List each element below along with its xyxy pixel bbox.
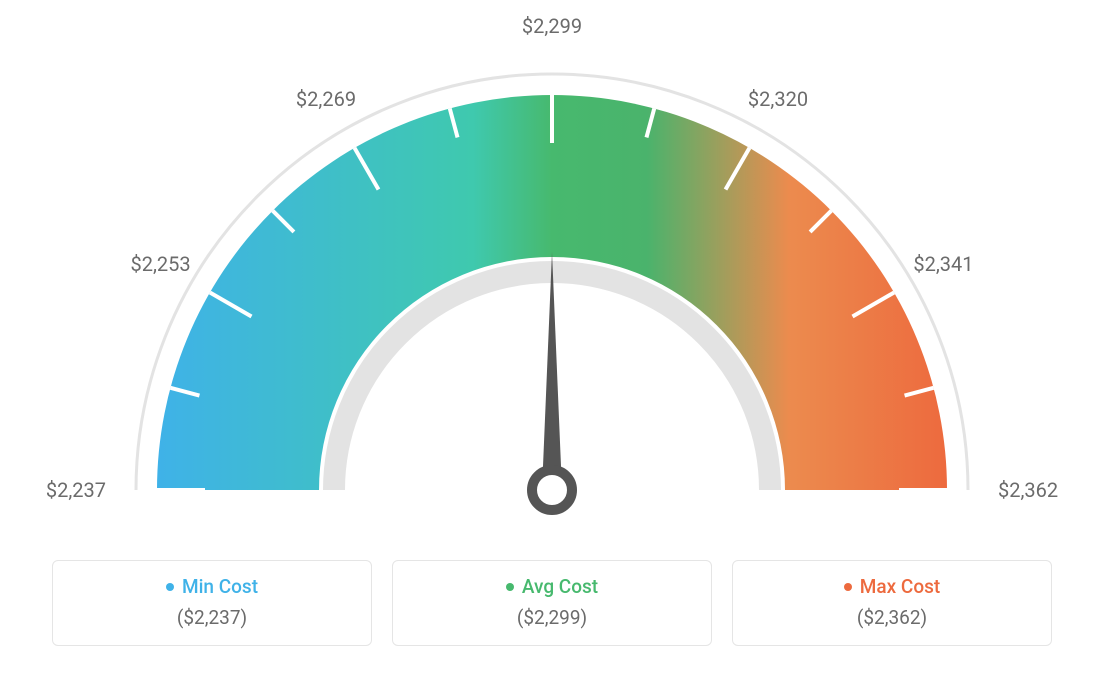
- gauge-tick-label: $2,299: [522, 14, 582, 38]
- max-cost-card: Max Cost ($2,362): [732, 560, 1052, 646]
- gauge-tick-label: $2,320: [748, 87, 808, 111]
- gauge-svg: [0, 0, 1104, 560]
- avg-cost-value: ($2,299): [413, 606, 691, 629]
- gauge-tick-label: $2,362: [998, 478, 1058, 502]
- gauge-tick-label: $2,341: [913, 252, 973, 276]
- max-cost-title: Max Cost: [844, 575, 940, 598]
- gauge-container: $2,237 $2,253 $2,269 $2,299 $2,320 $2,341 $2,3…: [0, 0, 1104, 560]
- min-cost-label: Min Cost: [182, 575, 258, 598]
- gauge-tick-label: $2,269: [296, 87, 356, 111]
- gauge-tick-label: $2,237: [46, 478, 106, 502]
- min-cost-card: Min Cost ($2,237): [52, 560, 372, 646]
- summary-cards: Min Cost ($2,237) Avg Cost ($2,299) Max …: [0, 560, 1104, 646]
- gauge-tick-label: $2,253: [130, 252, 190, 276]
- min-cost-value: ($2,237): [73, 606, 351, 629]
- max-cost-label: Max Cost: [860, 575, 940, 598]
- avg-cost-label: Avg Cost: [522, 575, 598, 598]
- dot-icon: [844, 583, 852, 591]
- max-cost-value: ($2,362): [753, 606, 1031, 629]
- avg-cost-card: Avg Cost ($2,299): [392, 560, 712, 646]
- dot-icon: [166, 583, 174, 591]
- dot-icon: [506, 583, 514, 591]
- min-cost-title: Min Cost: [166, 575, 258, 598]
- avg-cost-title: Avg Cost: [506, 575, 598, 598]
